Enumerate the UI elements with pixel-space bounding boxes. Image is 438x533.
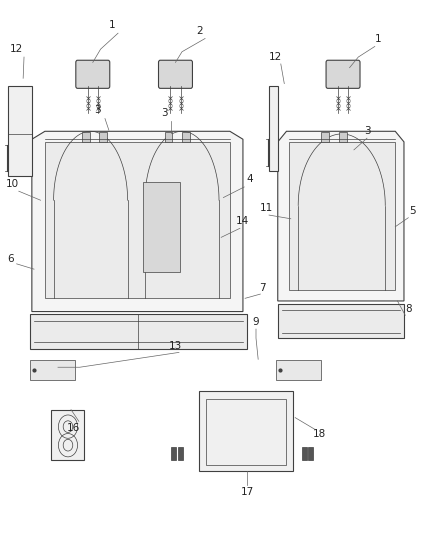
Polygon shape [278,131,404,301]
Bar [321,132,329,142]
Bar [302,447,307,460]
Text: 1: 1 [374,34,381,44]
Polygon shape [32,131,243,312]
Text: 1: 1 [109,20,116,30]
Bar [99,132,107,142]
Text: 13: 13 [169,341,182,351]
Text: 17: 17 [240,487,254,497]
Text: 3: 3 [161,108,168,118]
Polygon shape [30,314,247,349]
Bar [51,410,84,460]
Polygon shape [45,142,230,298]
Bar [171,447,177,460]
Text: 2: 2 [196,26,203,36]
Text: 12: 12 [269,52,282,62]
Bar [276,360,321,381]
Bar [82,132,90,142]
Bar [30,360,75,381]
Bar [308,447,314,460]
Text: 5: 5 [410,206,416,216]
Bar [165,132,173,142]
Bar [199,391,293,471]
Polygon shape [269,86,278,171]
Text: 6: 6 [7,254,14,263]
FancyBboxPatch shape [326,60,360,88]
Polygon shape [278,304,404,338]
Text: 9: 9 [253,317,259,327]
Bar [206,399,286,465]
Text: 3: 3 [364,126,370,136]
Polygon shape [8,86,32,176]
Text: 12: 12 [10,44,23,54]
Bar [178,447,183,460]
Text: 3: 3 [94,105,100,115]
Text: 7: 7 [259,282,266,293]
Text: 4: 4 [246,174,253,184]
Text: 18: 18 [312,429,326,439]
Text: 8: 8 [405,304,412,314]
Text: 10: 10 [6,179,19,189]
Text: 11: 11 [260,203,273,213]
Bar [182,132,190,142]
Polygon shape [289,142,395,290]
FancyBboxPatch shape [76,60,110,88]
Text: 16: 16 [67,423,80,433]
Bar [143,182,180,272]
Bar [339,132,346,142]
FancyBboxPatch shape [159,60,192,88]
Text: 14: 14 [237,216,250,227]
